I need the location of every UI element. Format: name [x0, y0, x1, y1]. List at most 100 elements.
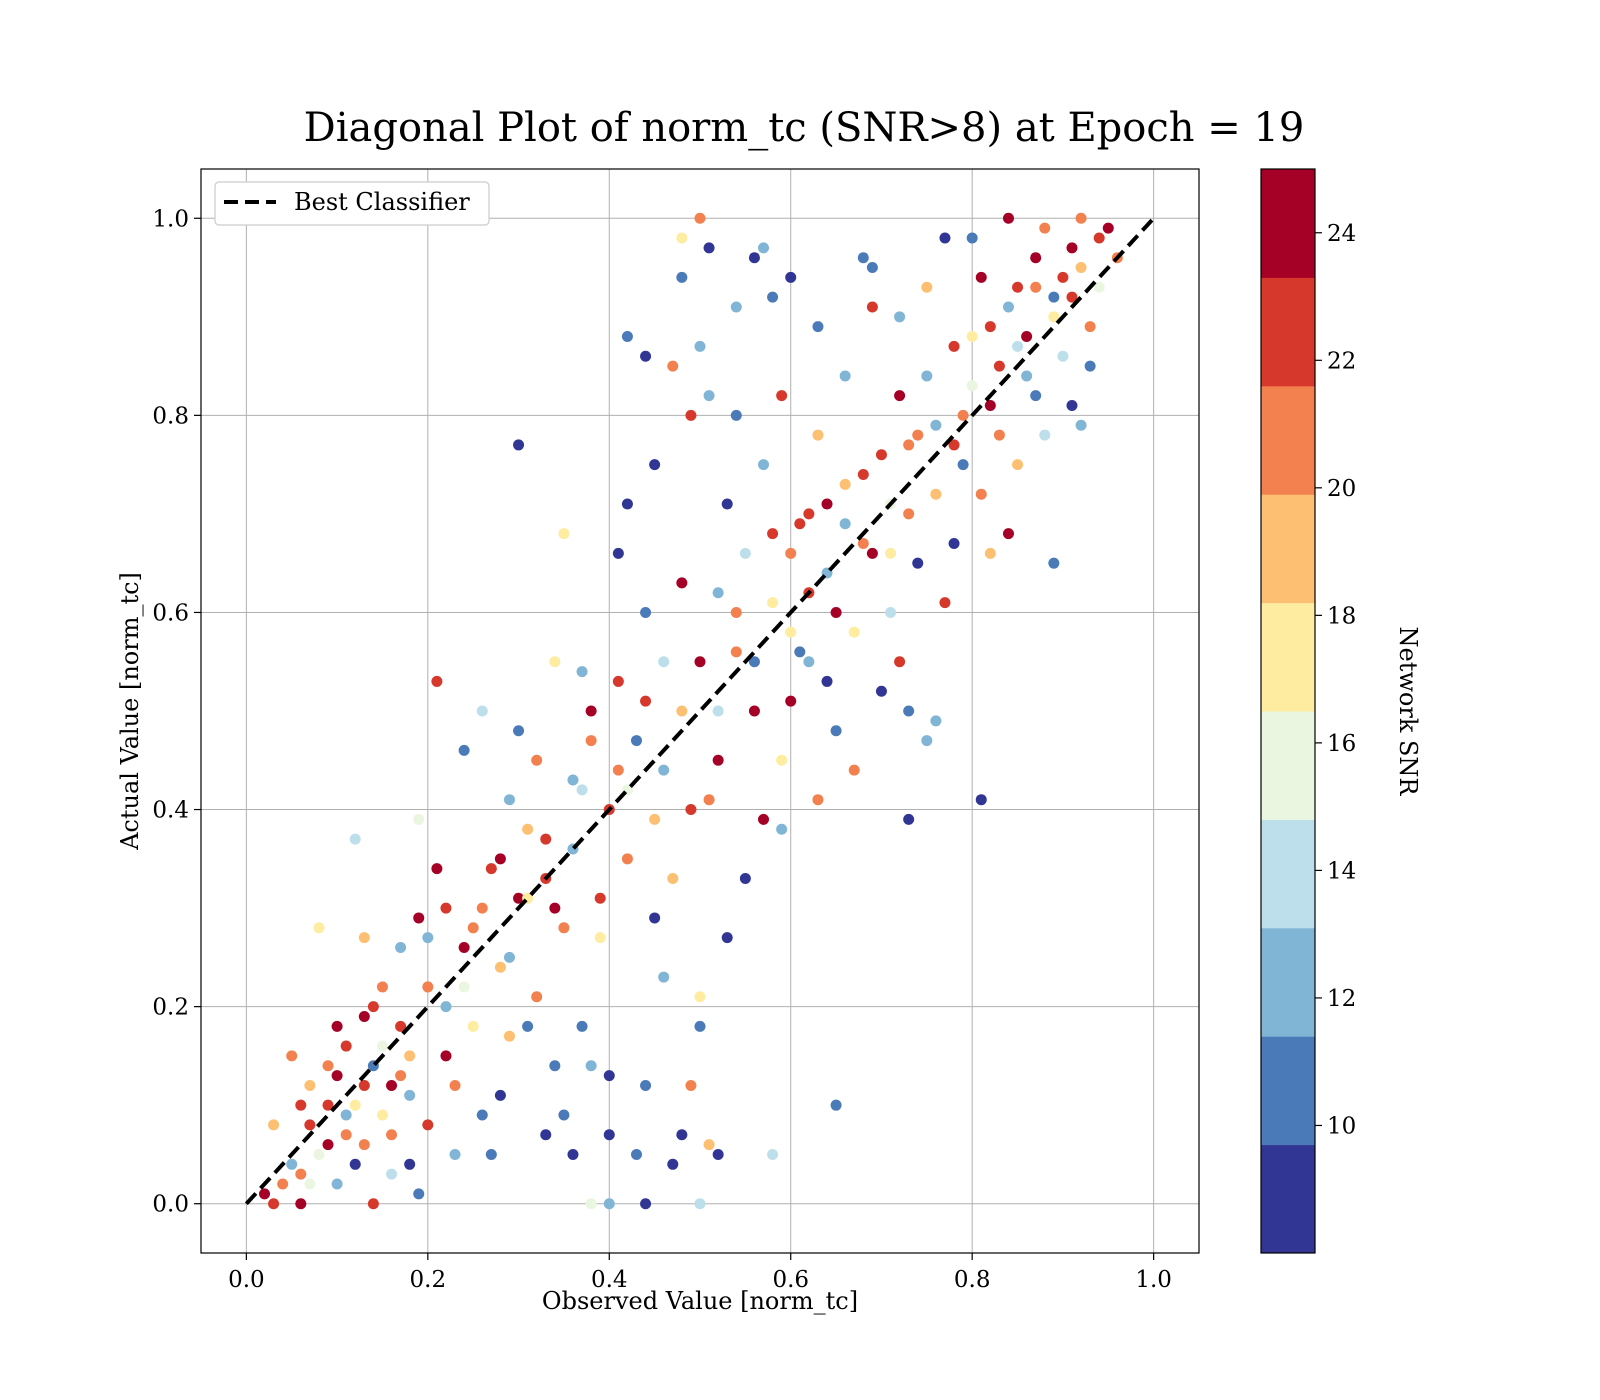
scatter-point [513, 892, 525, 904]
scatter-point [358, 1139, 370, 1151]
scatter-point [975, 488, 987, 500]
x-tick-label: 0.6 [772, 1267, 809, 1293]
scatter-point [449, 1079, 461, 1091]
scatter-point [531, 991, 543, 1003]
scatter-points [259, 212, 1123, 1210]
grid-lines [201, 169, 1199, 1253]
scatter-point [404, 1158, 416, 1170]
legend-box [214, 181, 490, 226]
colorbar-band [1261, 385, 1315, 495]
scatter-point [1048, 291, 1060, 303]
scatter-point [957, 409, 969, 421]
y-tick-label: 1.0 [152, 206, 189, 232]
scatter-point [748, 656, 760, 668]
scatter-point [376, 1040, 388, 1052]
scatter-point [839, 518, 851, 530]
scatter-point [948, 340, 960, 352]
scatter-point [367, 1198, 379, 1210]
scatter-point [993, 360, 1005, 372]
scatter-point [649, 459, 661, 471]
colorbar-tick-label: 20 [1327, 476, 1356, 502]
scatter-point [322, 1099, 334, 1111]
x-tick-label: 1.0 [1135, 1267, 1172, 1293]
colorbar-label: Network SNR [1394, 627, 1422, 797]
scatter-point [830, 725, 842, 737]
colorbar-ticks: 10 12 14 16 18 20 22 24 [1315, 221, 1356, 1139]
colorbar-band [1261, 927, 1315, 1037]
scatter-point [703, 794, 715, 806]
legend: Best Classifier [214, 181, 490, 226]
scatter-point [286, 1158, 298, 1170]
y-axis-label: Actual Value [norm_tc] [116, 572, 144, 851]
scatter-point [721, 498, 733, 510]
scatter-point [340, 1129, 352, 1141]
scatter-point [767, 528, 779, 540]
x-tick-label: 0.4 [591, 1267, 628, 1293]
scatter-point [1057, 271, 1069, 283]
scatter-point [621, 498, 633, 510]
x-tick-label: 0.2 [410, 1267, 447, 1293]
scatter-point [640, 1198, 652, 1210]
scatter-point [767, 291, 779, 303]
colorbar: 10 12 14 16 18 20 22 24 Network SNR [1260, 168, 1422, 1254]
colorbar-tick-label: 16 [1327, 731, 1356, 757]
scatter-point [1030, 252, 1042, 264]
scatter-point [268, 1119, 280, 1131]
scatter-point [576, 666, 588, 678]
scatter-point [767, 1148, 779, 1160]
scatter-point [640, 695, 652, 707]
scatter-point [1057, 350, 1069, 362]
scatter-point [894, 656, 906, 668]
scatter-point [676, 577, 688, 589]
y-tick-label: 0.4 [152, 798, 189, 824]
scatter-point [431, 863, 443, 875]
scatter-point [894, 311, 906, 323]
scatter-point [313, 1148, 325, 1160]
y-tick-label: 0.2 [152, 995, 189, 1021]
scatter-point [376, 1109, 388, 1121]
scatter-point [785, 626, 797, 638]
scatter-point [885, 547, 897, 559]
scatter-point [331, 1070, 343, 1082]
scatter-point [658, 656, 670, 668]
scatter-point [939, 597, 951, 609]
scatter-point [703, 390, 715, 402]
scatter-point [676, 271, 688, 283]
scatter-point [1093, 232, 1105, 244]
scatter-point [821, 498, 833, 510]
scatter-point [658, 971, 670, 983]
scatter-point [948, 537, 960, 549]
scatter-point [1002, 212, 1014, 224]
scatter-point [621, 853, 633, 865]
scatter-point [395, 942, 407, 954]
scatter-point [1075, 212, 1087, 224]
scatter-point [286, 1050, 298, 1062]
scatter-point [776, 754, 788, 766]
scatter-point [1102, 222, 1114, 234]
scatter-point [295, 1198, 307, 1210]
scatter-point [703, 242, 715, 254]
scatter-point [912, 429, 924, 441]
scatter-point [1093, 281, 1105, 293]
y-tick-label: 0.6 [152, 600, 189, 626]
scatter-point [295, 1168, 307, 1180]
scatter-point [1012, 340, 1024, 352]
scatter-point [558, 1109, 570, 1121]
colorbar-band [1261, 602, 1315, 712]
scatter-point [640, 350, 652, 362]
x-tick-label: 0.0 [228, 1267, 265, 1293]
scatter-point [540, 1129, 552, 1141]
scatter-point [549, 902, 561, 914]
scatter-point [540, 833, 552, 845]
scatter-point [494, 853, 506, 865]
scatter-point [785, 547, 797, 559]
scatter-point [739, 547, 751, 559]
plot-area [200, 168, 1200, 1254]
scatter-point [513, 725, 525, 737]
scatter-point [984, 321, 996, 333]
scatter-point [386, 1079, 398, 1091]
scatter-point [358, 1079, 370, 1091]
scatter-point [857, 468, 869, 480]
scatter-point [440, 1050, 452, 1062]
scatter-point [476, 902, 488, 914]
